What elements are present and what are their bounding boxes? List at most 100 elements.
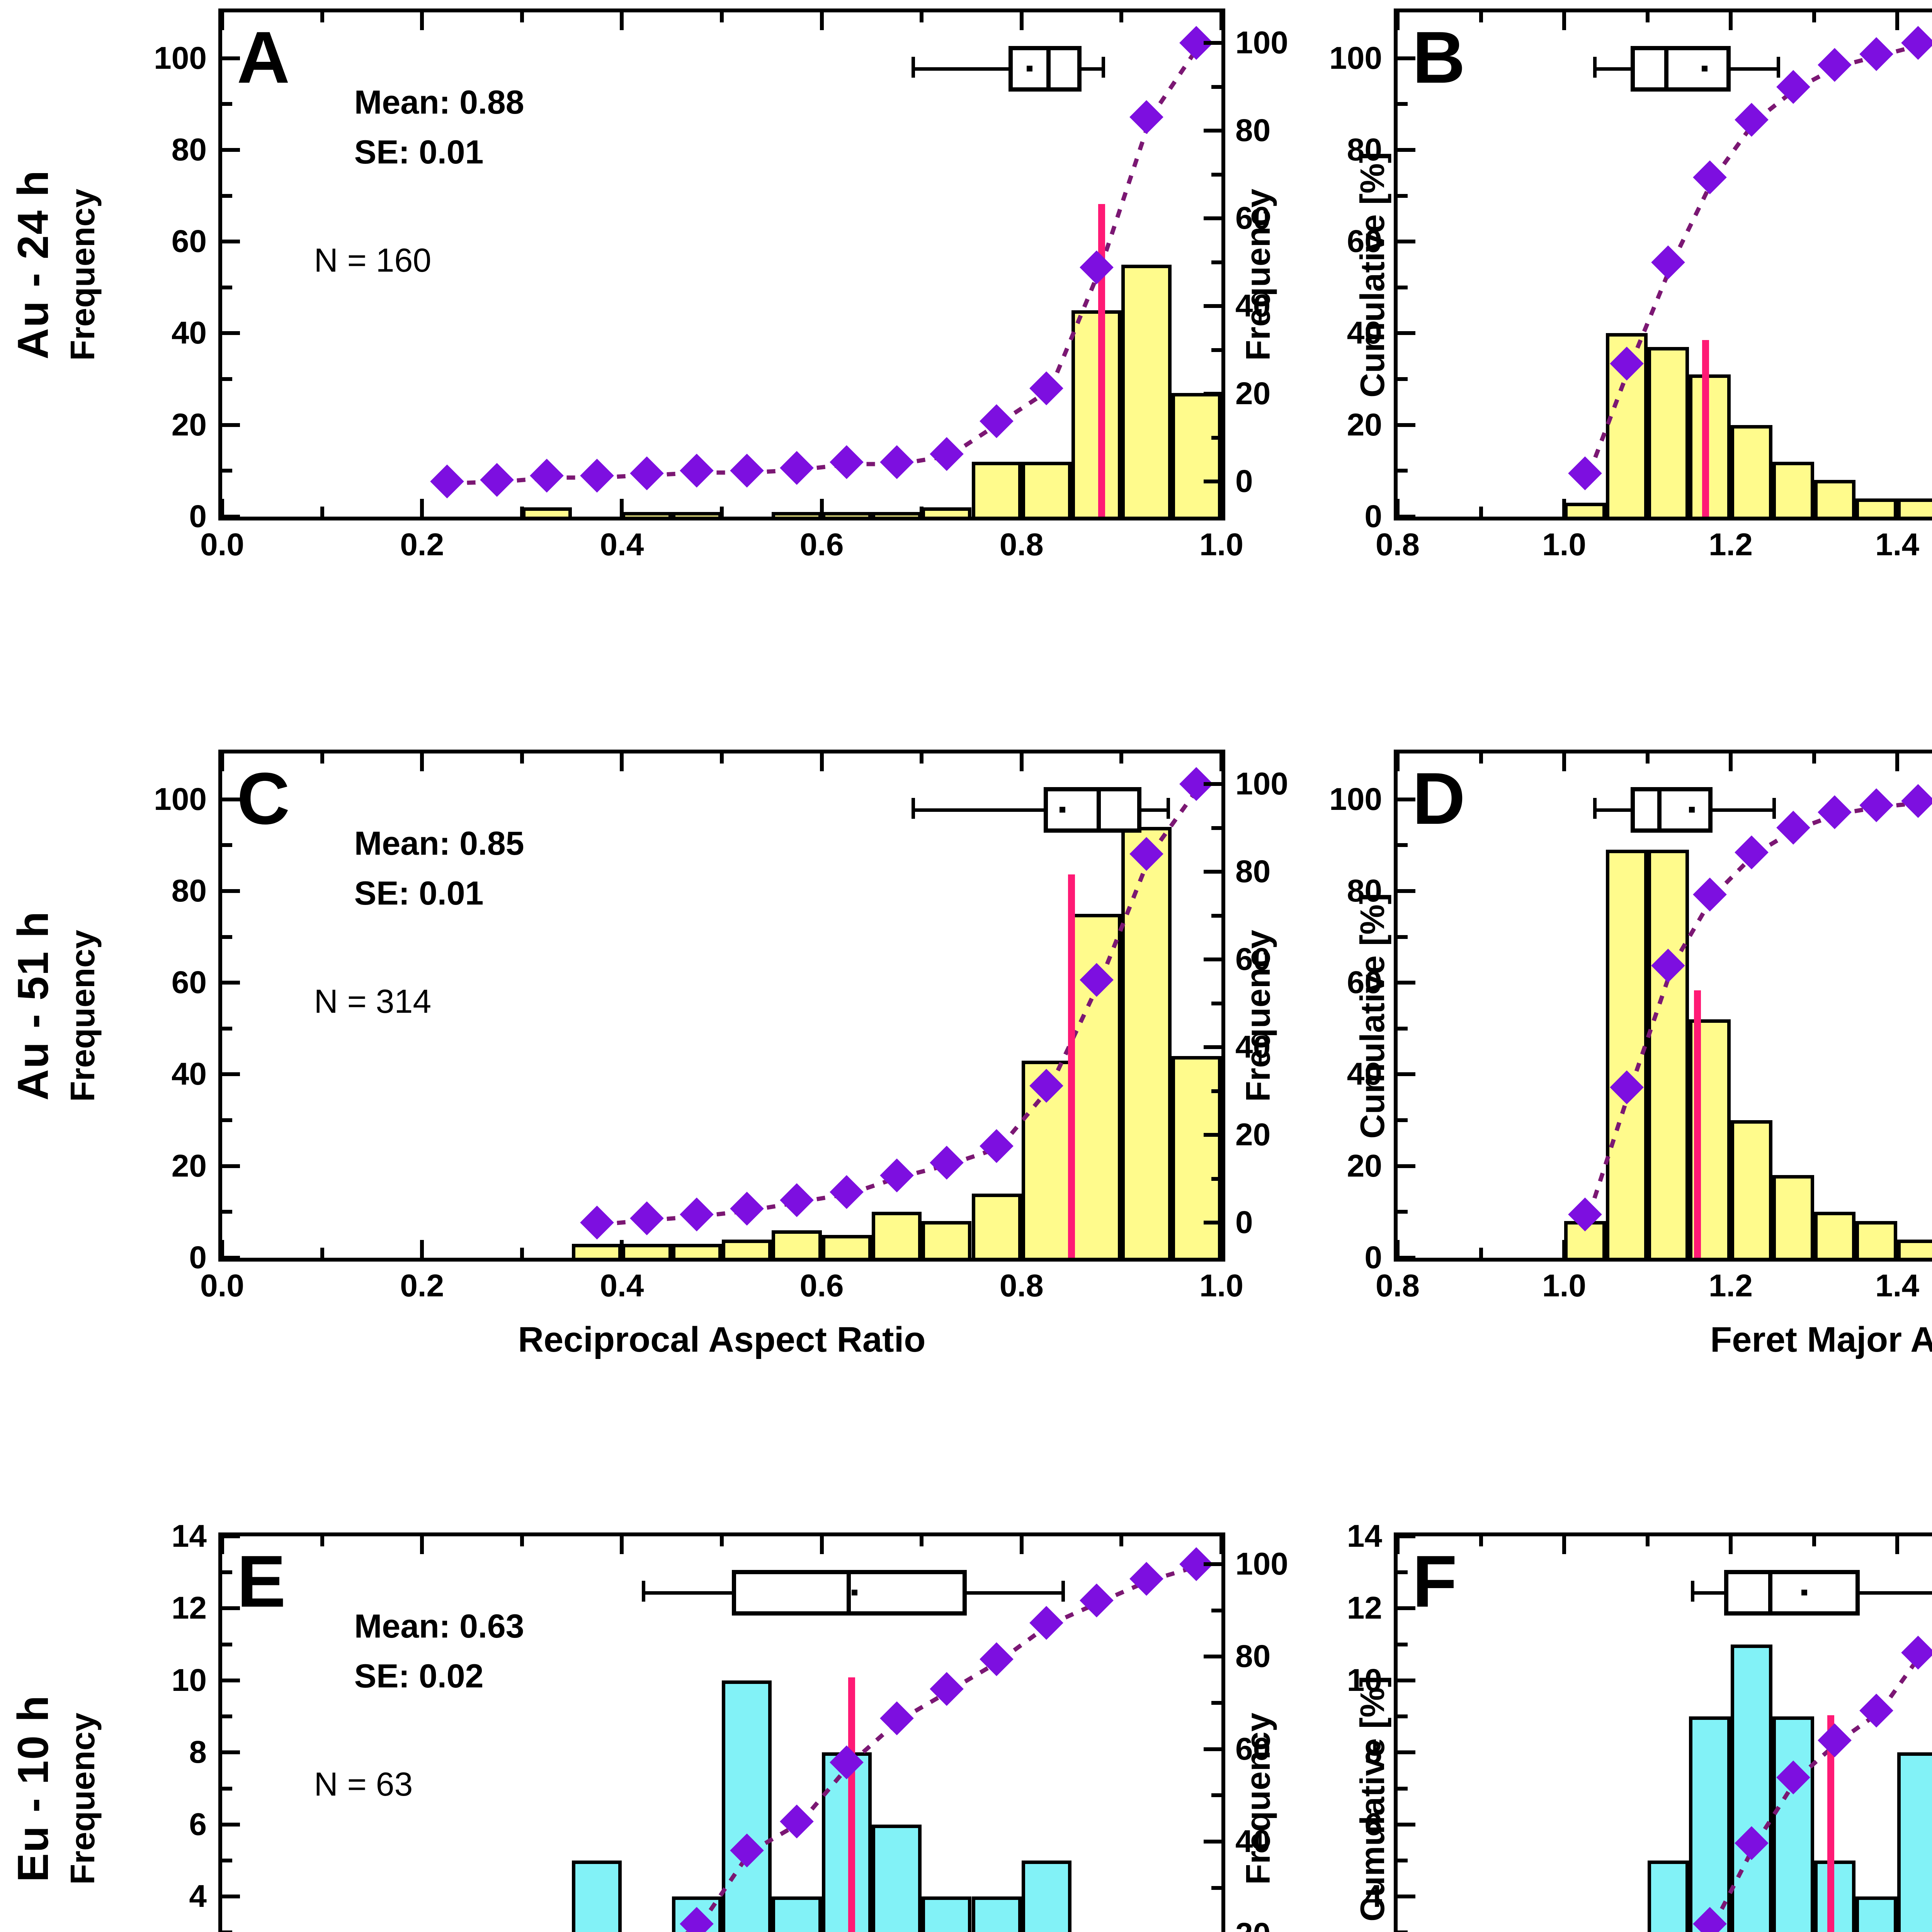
panel-letter-A: A: [237, 17, 290, 99]
plot-area-B: [1394, 9, 1932, 520]
histogram-bar: [1564, 503, 1606, 517]
y-tick: [1398, 797, 1415, 801]
x-minor-tick-top: [720, 12, 724, 22]
panel-letter-E: E: [237, 1541, 286, 1622]
y-minor-tick: [1398, 194, 1408, 198]
y-minor-tick: [222, 1642, 232, 1646]
histogram-bar: [922, 1896, 972, 1932]
y2-tick: [1204, 304, 1221, 308]
x-tick-top: [1219, 1536, 1223, 1554]
n-label-C: N = 314: [314, 983, 432, 1020]
box-iqr: [1724, 1570, 1860, 1616]
whisker-high: [1081, 67, 1102, 71]
y-tick-label: 60: [1347, 965, 1382, 1000]
y-tick: [222, 1606, 240, 1611]
y-tick: [222, 1822, 240, 1827]
n-label-E: N = 63: [314, 1765, 413, 1803]
box-median: [1096, 787, 1101, 833]
y-tick: [222, 56, 240, 60]
y-minor-tick: [1398, 102, 1408, 106]
histogram-bar: [871, 1824, 922, 1932]
x-tick-top: [620, 1536, 624, 1554]
y2-minor-tick: [1211, 85, 1221, 89]
x-minor-tick-top: [1645, 753, 1650, 764]
y-tick-label: 100: [1329, 781, 1382, 817]
x-tick-label: 1.4: [1875, 1268, 1919, 1303]
whisker-high: [1712, 808, 1772, 812]
whisker-high: [1731, 67, 1777, 71]
box-median: [1046, 46, 1051, 92]
x-tick-label: 0.6: [799, 1268, 844, 1303]
x-minor-tick: [720, 1248, 724, 1258]
y2-minor-tick: [1211, 1793, 1221, 1798]
y2-tick: [1204, 1655, 1221, 1659]
y-minor-tick: [222, 935, 232, 939]
y-minor-tick: [1398, 1714, 1408, 1719]
whisker-cap-low: [912, 57, 915, 78]
y-minor-tick: [1398, 1642, 1408, 1646]
x-tick-top: [1396, 12, 1400, 30]
y-tick-label: 20: [1347, 1148, 1382, 1184]
y-tick-label: 80: [1347, 873, 1382, 908]
x-tick-top: [1729, 12, 1733, 30]
y2-tick-label: 100: [1235, 766, 1288, 802]
y2-tick: [1204, 480, 1221, 484]
y-tick-label: 80: [171, 132, 207, 167]
x-tick-top: [220, 753, 224, 771]
x-tick-label: 1.4: [1875, 527, 1919, 562]
y-tick: [222, 797, 240, 801]
stats-block-A: Mean: 0.88 SE: 0.01: [354, 78, 524, 177]
x-tick: [1562, 1240, 1566, 1258]
y2-tick: [1204, 129, 1221, 133]
x-tick-top: [1019, 12, 1024, 30]
y2-tick: [1204, 1840, 1221, 1844]
y-minor-tick: [1398, 843, 1408, 847]
mean-marker-line: [848, 1677, 855, 1932]
whisker-low: [912, 808, 1044, 812]
y2-minor-tick: [1211, 172, 1221, 177]
x-tick: [1729, 1240, 1733, 1258]
histogram-bar: [1689, 374, 1731, 517]
plot-inner-F: [1398, 1536, 1932, 1932]
mean-marker-line: [1702, 340, 1709, 517]
x-tick-label: 0.4: [600, 527, 644, 562]
x-minor-tick-top: [920, 753, 924, 764]
y-tick: [222, 981, 240, 985]
whisker-cap-high: [1101, 57, 1105, 78]
y-minor-tick: [1398, 1026, 1408, 1031]
x-minor-tick-top: [520, 12, 524, 22]
x-tick: [1895, 499, 1899, 517]
box-mean-dot: [1060, 807, 1066, 813]
x-tick-top: [420, 1536, 424, 1554]
y-minor-tick: [222, 1858, 232, 1862]
x-minor-tick-top: [1812, 12, 1816, 22]
x-minor-tick-top: [1119, 1536, 1124, 1546]
y-minor-tick: [1398, 285, 1408, 289]
y-minor-tick: [1398, 1118, 1408, 1122]
x-minor-tick: [1645, 1248, 1650, 1258]
y-tick: [1398, 981, 1415, 985]
y-tick: [222, 423, 240, 427]
y-minor-tick: [222, 843, 232, 847]
y-tick: [222, 1895, 240, 1899]
y2-tick-label: 100: [1235, 25, 1288, 61]
y-minor-tick: [222, 377, 232, 381]
y2-tick: [1204, 1133, 1221, 1137]
y2-tick-label: 80: [1235, 1639, 1271, 1674]
y2-tick-label: 40: [1235, 288, 1271, 324]
box-iqr: [1631, 46, 1731, 92]
y-minor-tick: [222, 469, 232, 473]
y-minor-tick: [1398, 935, 1408, 939]
y-tick: [1398, 515, 1415, 519]
x-minor-tick: [1119, 1248, 1124, 1258]
y-tick-label: 40: [171, 315, 207, 351]
whisker-low: [1690, 1591, 1724, 1595]
histogram-bar: [1689, 1716, 1731, 1932]
y-tick-label: 14: [171, 1519, 207, 1554]
y-tick: [1398, 56, 1415, 60]
histogram-bar: [772, 1896, 822, 1932]
x-tick-label: 1.0: [1199, 527, 1243, 562]
x-tick-label: 0.8: [1376, 1268, 1420, 1303]
se-label: SE: 0.02: [354, 1657, 484, 1695]
